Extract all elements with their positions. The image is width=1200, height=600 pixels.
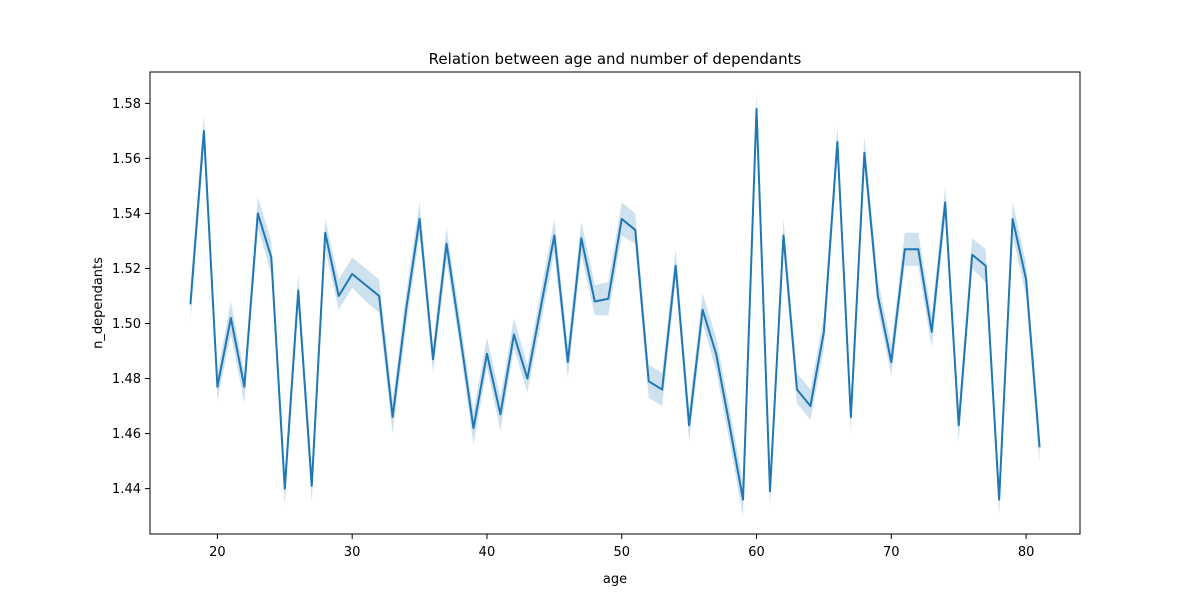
plot-area	[189, 92, 1041, 517]
x-tick-label: 50	[613, 545, 630, 560]
x-tick-label: 70	[883, 545, 900, 560]
chart-title: Relation between age and number of depen…	[429, 50, 802, 68]
axes-frame	[149, 71, 1081, 535]
x-axis: 20 30 40 50 60 70 80	[209, 534, 1034, 560]
y-tick-label: 1.44	[112, 482, 141, 497]
y-tick-label: 1.56	[112, 152, 141, 167]
x-axis-label: age	[603, 572, 627, 587]
series-line	[189, 107, 1041, 501]
y-axis-label: n_dependants	[91, 257, 106, 349]
y-tick-label: 1.54	[112, 207, 141, 222]
x-tick-label: 80	[1018, 545, 1035, 560]
y-tick-label: 1.58	[112, 97, 141, 112]
y-tick-label: 1.48	[112, 372, 141, 387]
y-tick-label: 1.50	[112, 317, 141, 332]
x-tick-label: 20	[209, 545, 226, 560]
x-tick-label: 60	[748, 545, 765, 560]
y-tick-label: 1.52	[112, 262, 141, 277]
y-axis: 1.44 1.46 1.48 1.50 1.52 1.54 1.56 1.58	[112, 97, 150, 497]
y-tick-label: 1.46	[112, 427, 141, 442]
x-tick-label: 40	[479, 545, 496, 560]
x-tick-label: 30	[344, 545, 361, 560]
